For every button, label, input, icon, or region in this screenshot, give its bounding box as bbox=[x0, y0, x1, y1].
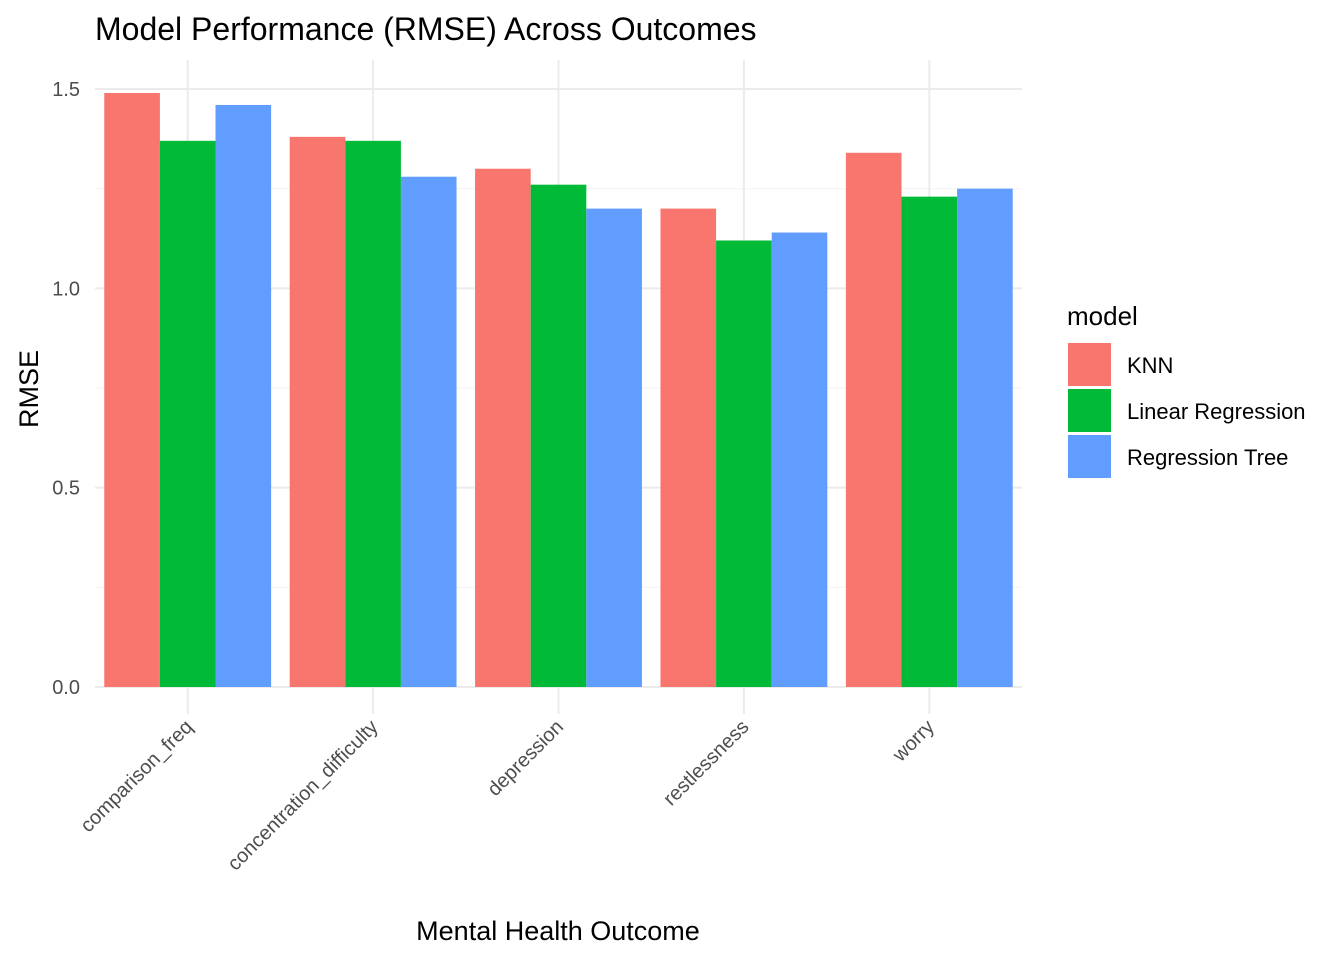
bar bbox=[660, 208, 717, 687]
x-tick-label: worry bbox=[888, 716, 939, 767]
y-tick-label: 1.0 bbox=[52, 278, 80, 300]
bar bbox=[159, 140, 216, 687]
y-axis-ticks: 0.0 0.5 1.0 1.5 bbox=[52, 79, 80, 699]
legend-label: Regression Tree bbox=[1127, 445, 1288, 470]
bar bbox=[586, 208, 642, 687]
bar bbox=[215, 104, 272, 688]
chart-title: Model Performance (RMSE) Across Outcomes bbox=[95, 11, 757, 47]
bars bbox=[104, 92, 1013, 688]
x-tick-label: depression bbox=[483, 716, 568, 801]
bar bbox=[104, 92, 160, 687]
x-axis-title: Mental Health Outcome bbox=[416, 916, 700, 946]
x-tick-label: comparison_freq bbox=[76, 716, 197, 837]
y-tick-label: 0.5 bbox=[52, 478, 80, 500]
legend: model KNN Linear Regression Regression Tre… bbox=[1067, 301, 1306, 478]
x-tick-label: concentration_difficulty bbox=[223, 716, 382, 875]
legend-label: Linear Regression bbox=[1127, 399, 1306, 424]
bar bbox=[400, 176, 457, 687]
y-tick-label: 1.5 bbox=[52, 79, 80, 101]
bar bbox=[901, 196, 958, 687]
bar bbox=[345, 140, 401, 687]
bar bbox=[530, 184, 587, 687]
x-tick-label: restlessness bbox=[659, 716, 753, 810]
legend-swatch bbox=[1068, 343, 1111, 386]
legend-swatch bbox=[1068, 389, 1111, 432]
x-axis-ticks: comparison_freq concentration_difficulty d… bbox=[76, 716, 938, 875]
legend-swatch bbox=[1068, 435, 1111, 478]
bar bbox=[289, 136, 346, 688]
bar bbox=[845, 152, 902, 687]
bar bbox=[716, 240, 772, 687]
legend-label: KNN bbox=[1127, 353, 1173, 378]
y-tick-label: 0.0 bbox=[52, 677, 80, 699]
legend-title: model bbox=[1067, 301, 1138, 331]
bar bbox=[475, 168, 531, 687]
bar bbox=[957, 188, 1013, 687]
legend-items: KNN Linear Regression Regression Tree bbox=[1068, 343, 1306, 478]
bar bbox=[771, 232, 828, 687]
y-axis-title: RMSE bbox=[14, 350, 44, 428]
